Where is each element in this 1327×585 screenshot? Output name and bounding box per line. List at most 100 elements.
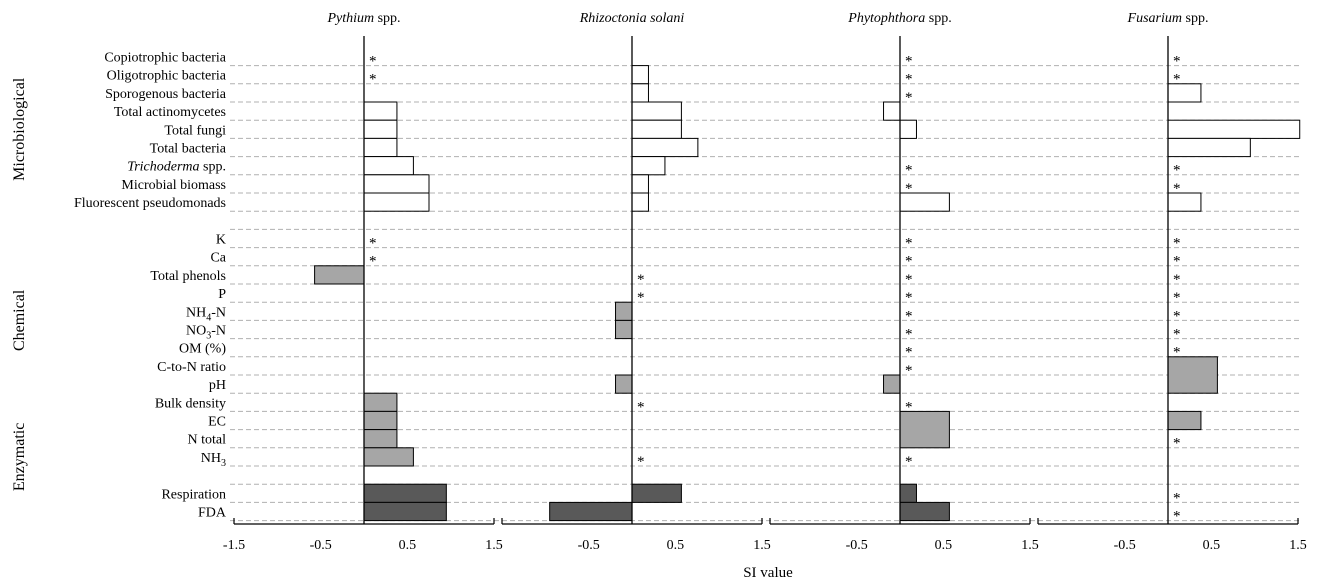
- significance-asterisk: *: [905, 308, 913, 324]
- bar: [363, 483, 447, 503]
- row-label: pH: [209, 378, 226, 393]
- bar: [363, 156, 414, 176]
- tick-label: -0.5: [1114, 538, 1136, 553]
- row-label: Fluorescent pseudomonads: [74, 196, 226, 211]
- significance-asterisk: *: [1173, 327, 1181, 343]
- row-label: Oligotrophic bacteria: [107, 69, 227, 84]
- bar: [1167, 410, 1202, 431]
- bar: [363, 410, 398, 431]
- row-label: Total bacteria: [150, 142, 227, 157]
- bar: [615, 301, 633, 321]
- bar: [314, 265, 365, 285]
- group-label: Enzymatic: [11, 423, 28, 491]
- row-label: NO3-N: [186, 324, 226, 342]
- tick-label: -0.5: [578, 538, 600, 553]
- bar: [631, 156, 666, 176]
- significance-asterisk: *: [1173, 163, 1181, 179]
- tick-label: 1.5: [1289, 538, 1307, 553]
- panel-title: Fusarium spp.: [1127, 11, 1209, 26]
- row-label: N total: [188, 433, 227, 448]
- tick-label: -1.5: [223, 538, 245, 553]
- significance-asterisk: *: [1173, 308, 1181, 324]
- significance-asterisk: *: [637, 290, 645, 306]
- row-label: C-to-N ratio: [157, 360, 226, 375]
- panel-title: Phytophthora spp.: [847, 11, 951, 26]
- bar: [631, 192, 649, 212]
- significance-asterisk: *: [369, 236, 377, 252]
- row-label: NH3: [201, 451, 226, 469]
- tick-label: 0.5: [935, 538, 953, 553]
- significance-asterisk: *: [1173, 436, 1181, 452]
- bar: [363, 174, 430, 194]
- significance-asterisk: *: [637, 272, 645, 288]
- bar: [363, 137, 398, 158]
- row-label: Total actinomycetes: [114, 105, 226, 120]
- bar: [631, 83, 649, 103]
- significance-asterisk: *: [637, 399, 645, 415]
- significance-asterisk: *: [1173, 236, 1181, 252]
- x-axis-label: SI value: [743, 565, 793, 581]
- significance-asterisk: *: [905, 363, 913, 379]
- bar: [631, 65, 649, 85]
- tick-label: -0.5: [846, 538, 868, 553]
- row-label: FDA: [198, 506, 227, 521]
- bar: [899, 410, 950, 449]
- axis-layer: [233, 36, 1299, 525]
- significance-asterisk: *: [905, 181, 913, 197]
- bar: [363, 447, 414, 467]
- bar: [363, 101, 398, 121]
- significance-asterisk: *: [1173, 54, 1181, 70]
- tick-label: -0.5: [310, 538, 332, 553]
- significance-asterisk: *: [1173, 290, 1181, 306]
- significance-asterisk: *: [905, 254, 913, 270]
- bar: [899, 483, 917, 503]
- bar: [631, 483, 682, 503]
- bar: [615, 319, 633, 340]
- row-label: Bulk density: [155, 396, 226, 411]
- significance-asterisk: *: [905, 72, 913, 88]
- row-label: EC: [208, 415, 226, 430]
- significance-asterisk: *: [905, 345, 913, 361]
- significance-asterisk: *: [1173, 272, 1181, 288]
- bar: [363, 429, 398, 449]
- bar: [1167, 137, 1251, 158]
- tick-label: 0.5: [399, 538, 417, 553]
- row-label: Total fungi: [164, 123, 226, 138]
- significance-asterisk: *: [369, 72, 377, 88]
- bar: [631, 101, 682, 121]
- significance-asterisk: *: [905, 327, 913, 343]
- significance-asterisk: *: [1173, 254, 1181, 270]
- row-label: Total phenols: [150, 269, 226, 284]
- tick-label: 1.5: [485, 538, 503, 553]
- tick-label: 1.5: [753, 538, 771, 553]
- significance-asterisk: *: [637, 454, 645, 470]
- row-label: OM (%): [179, 342, 226, 357]
- bar: [363, 119, 398, 139]
- group-label: Microbiological: [11, 77, 28, 181]
- tick-label: 0.5: [667, 538, 685, 553]
- significance-asterisk: *: [905, 236, 913, 252]
- row-label: K: [216, 233, 226, 248]
- significance-asterisk: *: [905, 399, 913, 415]
- row-label: Microbial biomass: [121, 178, 226, 193]
- bar: [883, 101, 901, 121]
- panel-title: Pythium spp.: [326, 11, 400, 26]
- row-label: NH4-N: [186, 305, 226, 323]
- bar: [899, 119, 917, 139]
- group-label: Chemical: [11, 289, 28, 351]
- panel-title: Rhizoctonia solani: [579, 11, 685, 26]
- significance-asterisk: *: [1173, 490, 1181, 506]
- row-label: Copiotrophic bacteria: [104, 51, 226, 66]
- tick-label: 0.5: [1203, 538, 1221, 553]
- row-label: P: [218, 287, 226, 302]
- significance-asterisk: *: [1173, 181, 1181, 197]
- bar: [631, 137, 699, 158]
- row-label: Trichoderma spp.: [127, 160, 226, 175]
- significance-asterisk: *: [905, 163, 913, 179]
- bar: [631, 174, 649, 194]
- text-layer: Copiotrophic bacteria Oligotrophic bacter…: [11, 11, 1307, 581]
- bar: [363, 192, 430, 212]
- significance-asterisk: *: [1173, 509, 1181, 525]
- bar: [883, 374, 901, 394]
